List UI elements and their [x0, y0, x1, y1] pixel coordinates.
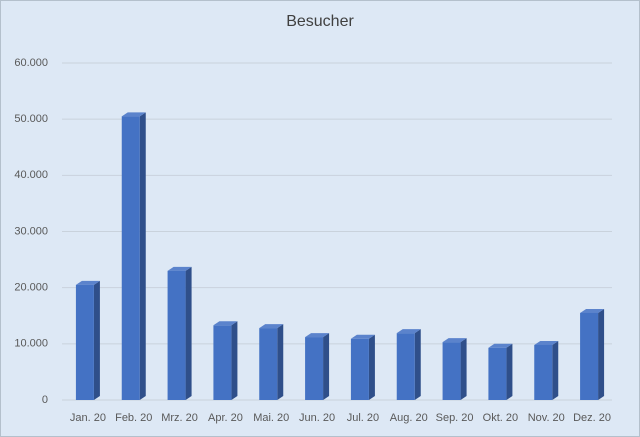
- bar-side: [185, 266, 192, 400]
- bar-top: [213, 321, 238, 326]
- bar-top: [534, 340, 559, 345]
- bar-front: [442, 342, 461, 400]
- bar-side: [598, 308, 605, 400]
- bar-front: [259, 328, 278, 400]
- chart-title: Besucher: [286, 13, 354, 30]
- bar-top: [167, 266, 192, 271]
- bar-front: [121, 116, 140, 400]
- x-tick-label: Apr. 20: [208, 412, 243, 424]
- bar-top: [75, 280, 100, 285]
- bar-top: [350, 334, 375, 339]
- y-tick-label: 20.000: [14, 282, 48, 294]
- bar-top: [580, 308, 605, 313]
- x-tick-label: Dez. 20: [573, 412, 611, 424]
- y-tick-label: 0: [42, 394, 48, 406]
- bar-front: [167, 270, 186, 400]
- x-tick-label: Sep. 20: [436, 412, 474, 424]
- bar-side: [323, 333, 330, 400]
- bar-front: [213, 325, 232, 400]
- bar-front: [75, 284, 94, 400]
- bar: [259, 324, 284, 400]
- x-tick-label: Nov. 20: [528, 412, 565, 424]
- bar-front: [305, 337, 324, 400]
- x-tick-label: Mrz. 20: [161, 412, 198, 424]
- bar-side: [368, 334, 375, 400]
- x-tick-label: Jan. 20: [70, 412, 106, 424]
- y-tick-label: 10.000: [14, 338, 48, 350]
- bar: [396, 329, 421, 400]
- bar-side: [414, 329, 421, 400]
- bar: [121, 112, 146, 400]
- bar-top: [488, 343, 513, 348]
- x-tick-label: Mai. 20: [253, 412, 289, 424]
- bar: [350, 334, 375, 400]
- y-tick-label: 40.000: [14, 169, 48, 181]
- bar: [75, 280, 100, 400]
- bar: [167, 266, 192, 400]
- y-tick-label: 50.000: [14, 113, 48, 125]
- y-tick-label: 60.000: [14, 57, 48, 69]
- x-tick-label: Okt. 20: [483, 412, 518, 424]
- bar-front: [488, 347, 507, 400]
- bar-side: [552, 340, 559, 400]
- bar-side: [93, 280, 100, 400]
- bar-top: [259, 324, 284, 329]
- bar-front: [350, 338, 369, 400]
- bar-front: [534, 344, 553, 400]
- bar-side: [231, 321, 238, 400]
- bar-front: [580, 312, 599, 400]
- x-tick-label: Aug. 20: [390, 412, 428, 424]
- bar-top: [121, 112, 146, 117]
- bar-side: [506, 343, 513, 400]
- x-tick-label: Jul. 20: [347, 412, 379, 424]
- bar-front: [396, 333, 415, 400]
- bar-side: [277, 324, 284, 400]
- bar-side: [460, 338, 467, 400]
- bar: [305, 333, 330, 400]
- bar-top: [396, 329, 421, 334]
- bar: [580, 308, 605, 400]
- bar: [488, 343, 513, 400]
- bar-side: [139, 112, 146, 400]
- bar-top: [305, 333, 330, 338]
- y-tick-label: 30.000: [14, 225, 48, 237]
- x-tick-label: Feb. 20: [115, 412, 152, 424]
- bar-top: [442, 338, 467, 343]
- bar: [213, 321, 238, 400]
- bar: [534, 340, 559, 400]
- x-tick-label: Jun. 20: [299, 412, 335, 424]
- bar: [442, 338, 467, 400]
